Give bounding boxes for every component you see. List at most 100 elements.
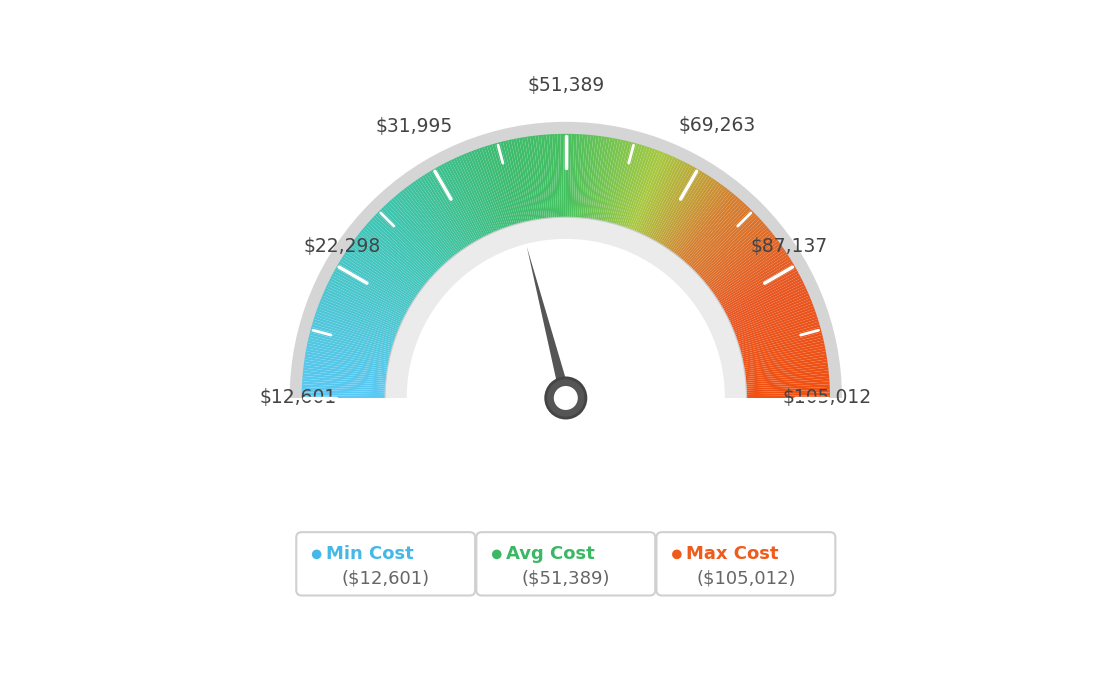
Wedge shape — [636, 155, 671, 233]
Wedge shape — [701, 224, 766, 280]
Wedge shape — [732, 295, 810, 330]
Wedge shape — [317, 308, 396, 339]
Wedge shape — [391, 198, 448, 263]
Wedge shape — [563, 134, 565, 218]
Wedge shape — [411, 183, 461, 253]
Wedge shape — [728, 281, 804, 319]
Wedge shape — [719, 259, 792, 305]
Wedge shape — [312, 319, 394, 346]
Wedge shape — [335, 268, 408, 311]
Wedge shape — [578, 135, 588, 219]
Wedge shape — [492, 144, 518, 225]
Wedge shape — [408, 184, 460, 253]
Wedge shape — [680, 195, 736, 260]
Wedge shape — [716, 254, 789, 302]
Wedge shape — [729, 286, 806, 323]
Wedge shape — [586, 135, 598, 219]
Wedge shape — [479, 148, 508, 228]
Wedge shape — [429, 170, 474, 244]
Wedge shape — [318, 304, 397, 335]
Wedge shape — [302, 371, 386, 381]
Wedge shape — [304, 365, 388, 377]
Wedge shape — [323, 290, 401, 326]
Wedge shape — [704, 230, 771, 285]
Wedge shape — [741, 335, 822, 357]
Wedge shape — [305, 357, 388, 372]
FancyBboxPatch shape — [296, 532, 475, 595]
Wedge shape — [438, 165, 480, 240]
Wedge shape — [744, 359, 828, 373]
Wedge shape — [567, 134, 572, 218]
Wedge shape — [385, 218, 746, 398]
Wedge shape — [373, 215, 436, 275]
Wedge shape — [333, 270, 408, 313]
Wedge shape — [699, 219, 762, 277]
Wedge shape — [739, 324, 820, 350]
Wedge shape — [301, 387, 386, 393]
Text: ($12,601): ($12,601) — [341, 569, 429, 587]
Wedge shape — [731, 290, 808, 326]
Wedge shape — [353, 238, 423, 290]
Wedge shape — [573, 134, 580, 218]
Wedge shape — [301, 390, 385, 394]
Wedge shape — [651, 165, 693, 240]
Wedge shape — [713, 247, 784, 297]
Wedge shape — [552, 134, 559, 218]
Wedge shape — [616, 144, 643, 226]
Wedge shape — [735, 308, 815, 339]
Wedge shape — [688, 204, 746, 267]
Wedge shape — [575, 134, 583, 218]
Wedge shape — [692, 209, 753, 270]
Wedge shape — [400, 191, 454, 258]
Circle shape — [546, 379, 585, 417]
Wedge shape — [389, 200, 447, 264]
Wedge shape — [468, 151, 501, 230]
Wedge shape — [454, 158, 491, 235]
Wedge shape — [625, 148, 656, 228]
Wedge shape — [594, 137, 609, 220]
Wedge shape — [498, 142, 521, 224]
Wedge shape — [722, 266, 796, 310]
Wedge shape — [315, 314, 395, 342]
Wedge shape — [305, 354, 389, 370]
Wedge shape — [500, 141, 523, 224]
Wedge shape — [348, 247, 418, 297]
Wedge shape — [362, 228, 428, 283]
Wedge shape — [697, 217, 761, 276]
Wedge shape — [546, 135, 554, 218]
Wedge shape — [652, 166, 696, 241]
Wedge shape — [375, 213, 437, 273]
Wedge shape — [365, 224, 431, 280]
Wedge shape — [745, 382, 829, 388]
Wedge shape — [446, 161, 486, 237]
Wedge shape — [720, 261, 793, 306]
Wedge shape — [670, 183, 721, 253]
Wedge shape — [736, 311, 816, 341]
Wedge shape — [715, 252, 787, 300]
Wedge shape — [655, 168, 698, 242]
Wedge shape — [352, 241, 422, 292]
Circle shape — [492, 549, 501, 559]
Wedge shape — [350, 243, 421, 294]
Wedge shape — [736, 314, 817, 342]
Wedge shape — [326, 286, 403, 323]
Wedge shape — [383, 206, 443, 268]
Wedge shape — [744, 357, 827, 372]
Wedge shape — [630, 151, 664, 230]
Wedge shape — [395, 195, 452, 260]
Wedge shape — [346, 250, 417, 298]
Wedge shape — [342, 254, 415, 302]
Wedge shape — [307, 343, 390, 362]
Wedge shape — [702, 226, 767, 282]
Wedge shape — [304, 362, 388, 375]
Wedge shape — [669, 181, 719, 251]
Wedge shape — [420, 177, 468, 248]
Wedge shape — [331, 273, 407, 315]
Wedge shape — [307, 340, 390, 361]
Wedge shape — [689, 206, 749, 268]
Wedge shape — [745, 387, 830, 393]
Wedge shape — [384, 217, 747, 398]
Wedge shape — [393, 196, 449, 262]
Wedge shape — [741, 337, 824, 359]
Wedge shape — [530, 136, 543, 219]
